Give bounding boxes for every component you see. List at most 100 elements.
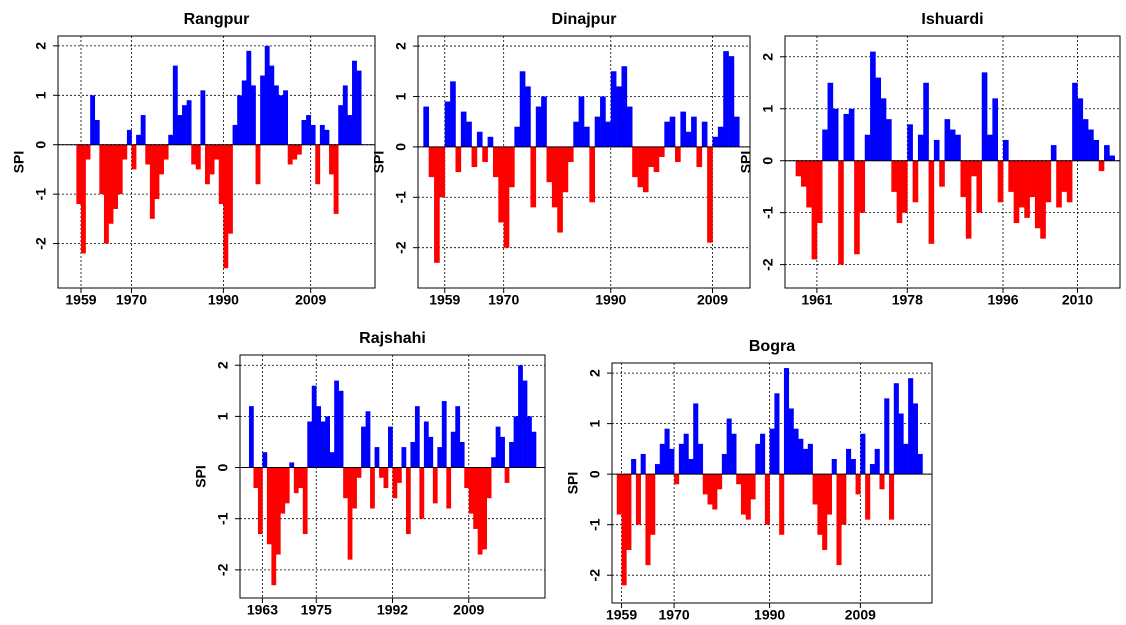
panel: -2 -1 0 1 2 1961 1978 1996 2010 Ishuardi SPI bbox=[738, 11, 1121, 308]
spi-bar bbox=[806, 160, 812, 208]
spi-bar bbox=[316, 406, 322, 468]
spi-bar bbox=[841, 474, 847, 525]
spi-bar bbox=[145, 144, 151, 165]
spi-bar bbox=[466, 121, 472, 147]
spi-bar bbox=[352, 60, 357, 145]
spi-bar bbox=[292, 144, 298, 160]
spi-bar bbox=[473, 467, 479, 529]
y-tick-label: 2 bbox=[33, 42, 49, 50]
spi-bar bbox=[324, 129, 330, 145]
spi-bar bbox=[432, 467, 438, 504]
spi-bar bbox=[504, 467, 510, 483]
chart-title: Ishuardi bbox=[921, 11, 983, 28]
spi-bar bbox=[745, 474, 751, 520]
spi-bar bbox=[246, 50, 252, 145]
y-tick-label: 0 bbox=[587, 470, 603, 478]
spi-bar bbox=[1061, 160, 1068, 192]
spi-bar bbox=[854, 160, 860, 255]
y-tick-label: 1 bbox=[587, 420, 603, 428]
y-tick-label: 1 bbox=[760, 105, 776, 113]
spi-bar bbox=[678, 443, 684, 475]
spi-bar bbox=[731, 433, 737, 475]
spi-bar bbox=[817, 474, 823, 535]
spi-bar bbox=[329, 452, 335, 468]
spi-bar bbox=[557, 146, 563, 233]
spi-bar bbox=[260, 75, 266, 145]
spi-bar bbox=[315, 144, 321, 185]
spi-bar bbox=[287, 144, 293, 165]
y-tick-label: -1 bbox=[33, 188, 49, 201]
spi-bar bbox=[589, 146, 596, 203]
spi-bar bbox=[370, 467, 375, 509]
spi-bar bbox=[850, 459, 856, 475]
spi-bar bbox=[707, 474, 713, 505]
spi-bar bbox=[685, 131, 692, 147]
spi-bar bbox=[214, 144, 220, 160]
spi-bar bbox=[1082, 119, 1089, 161]
y-tick-label: -1 bbox=[760, 206, 776, 219]
spi-bar bbox=[205, 144, 210, 185]
spi-bar bbox=[901, 160, 908, 213]
spi-bar bbox=[728, 56, 735, 147]
spi-bar bbox=[669, 448, 675, 475]
spi-bar bbox=[191, 144, 197, 165]
spi-bar bbox=[783, 368, 790, 475]
spi-bar bbox=[616, 86, 622, 147]
spi-bar bbox=[664, 428, 670, 475]
plot-frame bbox=[417, 35, 751, 289]
spi-bar bbox=[302, 467, 308, 535]
y-axis-label: SPI bbox=[738, 151, 754, 174]
spi-bar bbox=[471, 146, 478, 168]
spi-bar bbox=[455, 406, 461, 468]
spi-bar bbox=[836, 474, 842, 566]
spi-bar bbox=[535, 106, 542, 147]
spi-bar bbox=[1104, 145, 1110, 161]
spi-bar bbox=[680, 111, 687, 147]
spi-bar bbox=[419, 467, 425, 519]
spi-bar bbox=[696, 146, 703, 168]
spi-bar bbox=[177, 115, 183, 145]
spi-bar bbox=[1077, 98, 1084, 161]
spi-bar bbox=[642, 146, 649, 193]
spi-bar bbox=[275, 467, 281, 555]
spi-bar bbox=[264, 45, 270, 145]
spi-bar bbox=[1072, 82, 1078, 161]
spi-bar bbox=[289, 462, 295, 468]
spi-bar bbox=[94, 120, 100, 145]
x-tick-label: 1996 bbox=[987, 292, 1018, 308]
spi-bar bbox=[640, 453, 646, 475]
spi-bar bbox=[487, 136, 494, 147]
spi-bar bbox=[1093, 139, 1100, 161]
spi-bar bbox=[311, 385, 317, 468]
x-tick-label: 1959 bbox=[429, 292, 460, 308]
spi-bar bbox=[383, 467, 389, 489]
spi-bar bbox=[712, 136, 719, 147]
spi-bar bbox=[513, 416, 519, 468]
spi-bar bbox=[1018, 160, 1025, 208]
spi-bar bbox=[987, 134, 993, 161]
spi-bar bbox=[1040, 160, 1046, 239]
panel: -2 -1 0 1 2 1959 1970 1990 2009 Bogra SPI bbox=[565, 338, 933, 623]
spi-bar bbox=[886, 119, 892, 161]
spi-bar bbox=[721, 453, 727, 475]
spi-bar bbox=[1034, 160, 1041, 229]
spi-bar bbox=[306, 115, 311, 145]
spi-bar bbox=[90, 95, 96, 145]
spi-bar bbox=[522, 380, 528, 468]
spi-bar bbox=[444, 101, 451, 147]
spi-bar bbox=[298, 467, 304, 489]
spi-bar bbox=[347, 115, 353, 145]
spi-bar bbox=[293, 467, 299, 494]
spi-bar bbox=[880, 98, 887, 161]
spi-bar bbox=[428, 436, 434, 468]
spi-bar bbox=[278, 95, 284, 145]
spi-bar bbox=[546, 146, 553, 183]
spi-bar bbox=[811, 160, 818, 260]
spi-bar bbox=[992, 98, 998, 161]
spi-bar bbox=[1013, 160, 1020, 224]
spi-bar bbox=[822, 474, 828, 550]
spi-bar bbox=[414, 406, 420, 468]
spi-bar bbox=[266, 467, 272, 545]
spi-bar bbox=[632, 146, 638, 178]
spi-bar bbox=[200, 90, 206, 145]
